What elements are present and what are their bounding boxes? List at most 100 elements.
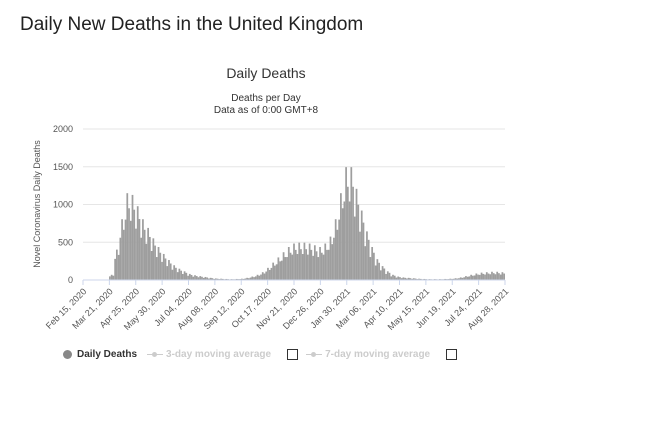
bar <box>291 254 294 280</box>
bar <box>294 249 297 280</box>
bar <box>307 254 309 280</box>
bar <box>366 231 368 280</box>
bar <box>466 276 469 280</box>
bar <box>122 229 125 280</box>
bar <box>192 276 195 280</box>
bar <box>336 229 339 280</box>
bar <box>484 274 486 280</box>
bar <box>131 194 134 280</box>
bar <box>374 265 377 280</box>
bar <box>383 268 386 280</box>
bar <box>159 252 162 280</box>
bar <box>157 247 160 280</box>
bar <box>293 243 295 280</box>
bar <box>247 278 250 280</box>
bar <box>246 277 248 280</box>
bar <box>263 273 266 280</box>
bar <box>267 267 269 280</box>
legend-7day-ma-label: 7-day moving average <box>325 349 431 360</box>
bar <box>116 249 118 280</box>
bar <box>407 277 410 280</box>
bar <box>412 278 415 280</box>
bar <box>152 238 155 280</box>
bar <box>110 274 113 280</box>
bar <box>418 278 420 280</box>
bar <box>472 275 474 280</box>
legend: Daily Deaths 3-day moving average 7-day … <box>63 349 465 360</box>
y-tick-label: 1000 <box>53 200 73 210</box>
bar <box>209 277 212 280</box>
bar <box>357 204 360 280</box>
bar <box>350 167 353 280</box>
bar <box>364 246 367 280</box>
bar <box>180 270 182 280</box>
bar <box>376 259 379 280</box>
bar <box>284 257 287 280</box>
bar <box>301 254 304 280</box>
bar <box>423 278 426 280</box>
bar <box>501 272 504 280</box>
bar <box>310 249 313 280</box>
bar <box>279 261 281 280</box>
bar <box>499 274 502 280</box>
bar <box>154 245 156 280</box>
bar <box>296 254 299 280</box>
checkbox-3day-ma[interactable] <box>287 349 299 360</box>
legend-daily-deaths[interactable]: Daily Deaths <box>63 349 137 360</box>
bar <box>452 278 455 280</box>
bar <box>419 278 422 280</box>
bar <box>150 251 153 280</box>
legend-line-icon <box>306 350 323 359</box>
chart-subtitle-date: Data as of 0:00 GMT+8 <box>213 105 319 116</box>
bar <box>473 275 476 280</box>
bar <box>322 254 325 280</box>
legend-7day-ma[interactable]: 7-day moving average <box>306 349 430 360</box>
bar <box>187 275 189 280</box>
bar <box>465 276 467 280</box>
bar <box>482 273 485 280</box>
bar <box>498 273 500 280</box>
legend-line-icon <box>147 350 164 359</box>
chart-subtitle: Deaths per Day <box>231 93 301 104</box>
y-axis-label: Novel Coronavirus Daily Deaths <box>32 140 42 268</box>
bar <box>367 239 370 280</box>
bar <box>175 267 177 280</box>
bar <box>459 277 462 280</box>
bar <box>327 249 330 280</box>
bar <box>305 249 308 280</box>
bar <box>241 278 243 280</box>
bar <box>254 276 257 280</box>
bar <box>313 245 316 280</box>
bar <box>114 258 116 280</box>
bar <box>221 278 224 280</box>
bar <box>171 269 174 280</box>
bar <box>369 257 372 280</box>
bar <box>478 274 481 280</box>
checkbox-7day-ma[interactable] <box>446 349 458 360</box>
bar <box>249 277 252 280</box>
bar <box>178 268 181 280</box>
bar <box>338 219 341 280</box>
bar <box>195 276 198 280</box>
bar <box>128 208 130 280</box>
bar <box>491 271 493 280</box>
bar <box>454 278 457 280</box>
bar <box>185 272 188 280</box>
bar <box>346 186 349 280</box>
bar <box>298 242 301 280</box>
bar <box>397 276 400 280</box>
bar <box>183 271 186 280</box>
bar <box>485 272 488 280</box>
bar <box>197 277 200 280</box>
bar <box>214 278 217 280</box>
bar <box>190 274 193 280</box>
bar <box>142 219 144 280</box>
bar <box>289 252 292 280</box>
bar <box>355 188 358 280</box>
bar <box>194 275 196 280</box>
legend-3day-ma[interactable]: 3-day moving average <box>147 349 271 360</box>
bar <box>409 278 412 280</box>
bar <box>119 237 122 280</box>
bar <box>133 209 136 280</box>
bar <box>211 278 214 280</box>
